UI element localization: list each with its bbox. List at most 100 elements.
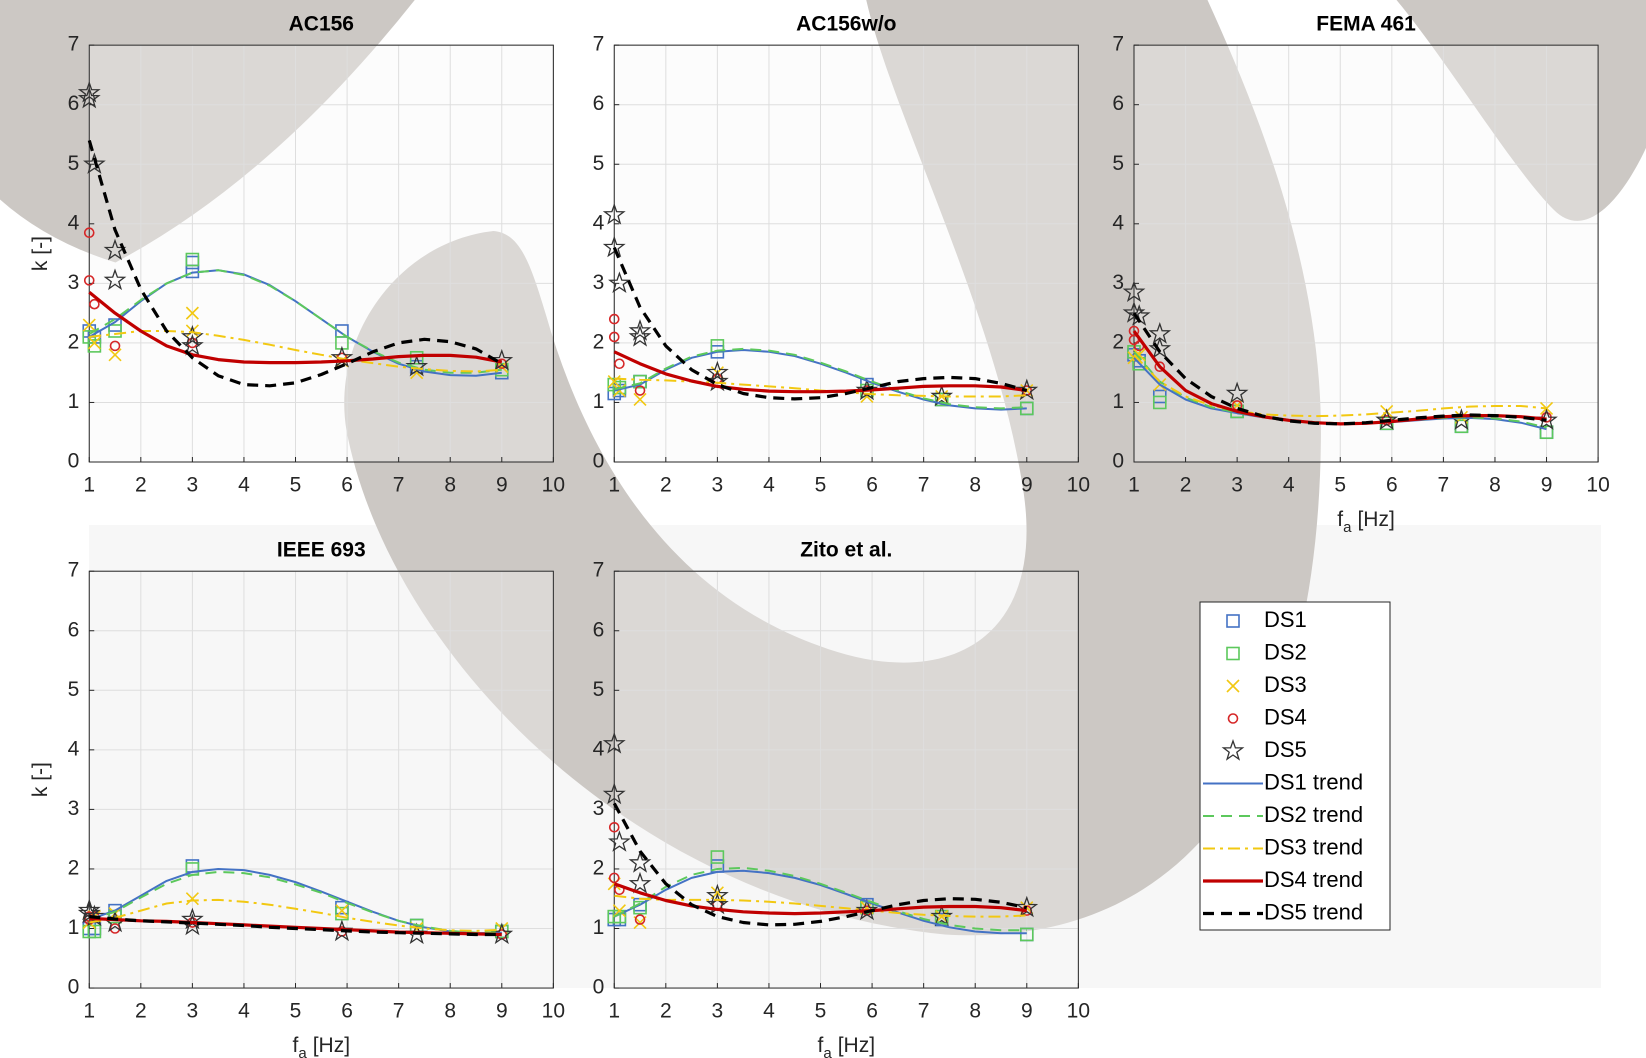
trend-line [89, 915, 502, 937]
marker-star [1148, 336, 1172, 359]
y-tick-label: 4 [593, 211, 605, 234]
x-axis-label-unit: [Hz] [313, 1034, 350, 1057]
legend: DS1 DS2 DS3 DS4 DS5 DS1 trend DS2 trend DS3 tre… [1199, 601, 1391, 931]
x-tick-label: 3 [712, 1000, 724, 1023]
marker-star [490, 348, 514, 371]
x-axis-label-main: f [1337, 508, 1343, 531]
plot-area [1134, 45, 1599, 463]
legend-marker [1226, 646, 1240, 661]
marker-x [185, 324, 199, 338]
y-axis-label: k [-] [29, 236, 52, 271]
x-tick-label: 9 [496, 1000, 508, 1023]
marker-star [628, 871, 652, 894]
x-tick-label: 2 [135, 1000, 147, 1023]
x-tick-label: 5 [1334, 474, 1346, 497]
y-tick-label: 3 [593, 797, 605, 820]
legend-label: DS5 trend [1264, 899, 1363, 924]
x-tick-label: 1 [1128, 474, 1140, 497]
x-tick-label: 7 [393, 1000, 405, 1023]
marker-star [77, 86, 101, 109]
x-tick-label: 3 [712, 474, 724, 497]
marker-circle [83, 275, 95, 286]
trend-line [612, 246, 1028, 401]
y-tick-label: 6 [593, 618, 605, 641]
marker-star [930, 904, 954, 927]
y-tick-label: 6 [1112, 92, 1124, 115]
x-tick-label: 10 [542, 474, 565, 497]
x-tick-label: 7 [393, 474, 405, 497]
x-tick-label: 3 [187, 1000, 199, 1023]
y-tick-label: 2 [593, 856, 605, 879]
marker-circle [608, 872, 620, 884]
legend-label: DS1 [1264, 607, 1307, 632]
marker-circle [83, 227, 95, 239]
marker-x [108, 348, 122, 362]
y-tick-label: 2 [593, 330, 605, 353]
y-tick-label: 1 [593, 916, 605, 939]
chart-title: AC156w/o [796, 13, 896, 36]
legend-label: DS2 [1264, 639, 1307, 664]
marker-star [1375, 408, 1399, 431]
marker-star [77, 898, 101, 921]
y-tick-label: 7 [1112, 33, 1124, 56]
marker-star [602, 731, 626, 754]
marker-star [602, 782, 626, 805]
y-tick-label: 4 [1112, 211, 1124, 234]
legend-label: DS4 [1264, 704, 1307, 729]
trend-line [89, 898, 502, 932]
y-tick-label: 2 [68, 856, 80, 879]
x-axis-label-sub: a [823, 1045, 832, 1058]
x-tick-label: 1 [83, 474, 95, 497]
marker-square [87, 924, 102, 939]
y-tick-label: 1 [593, 390, 605, 413]
marker-square [1152, 395, 1167, 410]
x-axis-label: fa [Hz] [1337, 508, 1395, 536]
y-tick-label: 4 [68, 211, 80, 234]
x-tick-label: 3 [1231, 474, 1243, 497]
chart-title: AC156 [289, 13, 354, 36]
y-tick-label: 7 [593, 559, 605, 582]
marker-square [185, 252, 200, 267]
y-axis-label: k [-] [29, 762, 52, 797]
y-tick-label: 0 [68, 976, 80, 999]
x-tick-label: 8 [969, 474, 981, 497]
x-tick-label: 1 [608, 1000, 620, 1023]
marker-star [628, 851, 652, 873]
legend-marker [1226, 679, 1240, 693]
marker-star [628, 324, 652, 347]
trend-line [1133, 354, 1547, 418]
y-tick-label: 3 [68, 271, 80, 294]
x-tick-label: 10 [1586, 474, 1609, 497]
marker-x [87, 336, 101, 350]
plot-area [89, 45, 554, 463]
x-tick-label: 4 [763, 1000, 775, 1023]
trend-line [1133, 351, 1547, 429]
marker-x [82, 318, 96, 332]
marker-star [608, 830, 631, 852]
legend-marker [1221, 739, 1245, 761]
y-tick-label: 4 [68, 737, 80, 760]
y-tick-label: 5 [68, 678, 80, 701]
marker-star [77, 80, 101, 103]
legend-label: DS3 trend [1264, 834, 1363, 859]
trend-line [1132, 312, 1547, 426]
marker-x [1539, 401, 1554, 415]
y-tick-label: 5 [68, 152, 80, 175]
marker-circle [608, 821, 620, 833]
trend-line [613, 350, 1028, 394]
axes-box [613, 570, 1079, 989]
x-axis-label: fa [Hz] [293, 1034, 351, 1058]
y-tick-label: 6 [68, 92, 80, 115]
marker-star [930, 384, 954, 407]
x-tick-label: 4 [238, 1000, 250, 1023]
x-tick-label: 9 [496, 474, 508, 497]
trend-line [87, 139, 503, 388]
x-tick-label: 8 [444, 474, 456, 497]
y-tick-label: 1 [1112, 390, 1124, 413]
x-tick-label: 4 [763, 474, 775, 497]
x-tick-label: 9 [1541, 474, 1553, 497]
marker-x [607, 375, 621, 389]
